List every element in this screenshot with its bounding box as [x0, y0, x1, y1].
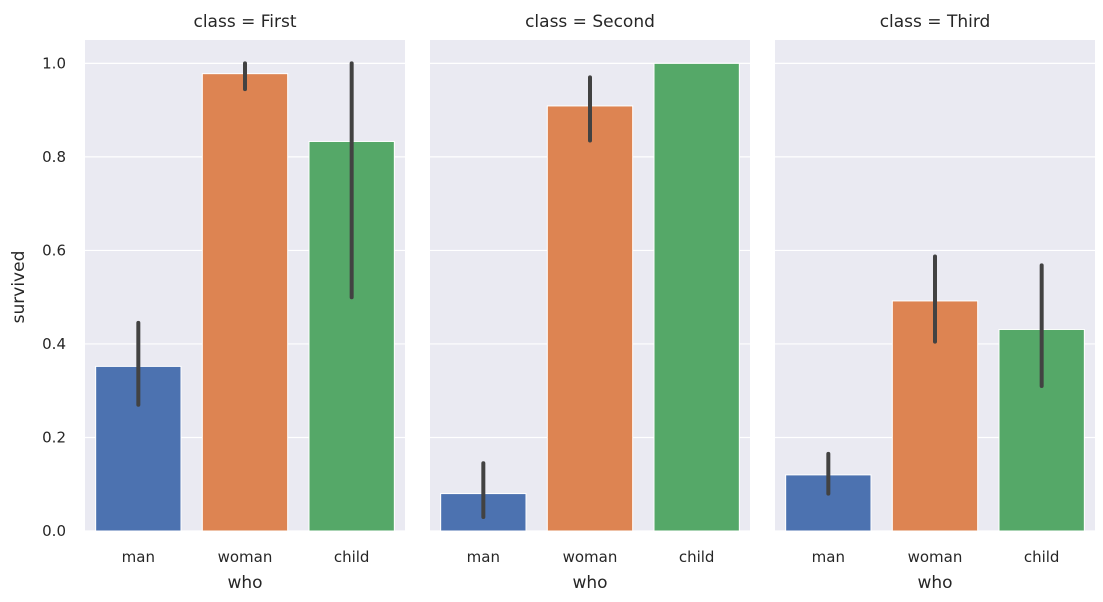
y-tick-label: 0.0 [42, 522, 66, 540]
x-tick-label: woman [218, 548, 273, 566]
x-axis-title: who [227, 573, 262, 593]
x-tick-label: man [467, 548, 500, 566]
bar-child [653, 62, 740, 532]
facet-panel-3: class = Third man woman child who [775, 12, 1095, 593]
x-axis-title: who [572, 573, 607, 593]
y-tick-label: 1.0 [42, 54, 66, 72]
x-tick-label: child [1024, 548, 1060, 566]
y-tick-label: 0.4 [42, 335, 66, 353]
facet-panel-2: class = Second man woman child who [430, 12, 750, 593]
facet-panel-1: class = First man woman child who [85, 12, 405, 593]
x-tick-label: woman [563, 548, 618, 566]
x-tick-label: woman [908, 548, 963, 566]
x-tick-label: child [334, 548, 370, 566]
x-tick-label: man [122, 548, 155, 566]
y-tick-label: 0.6 [42, 241, 66, 259]
y-tick-label: 0.8 [42, 148, 66, 166]
panel-title: class = Second [525, 12, 655, 32]
x-axis-title: who [917, 573, 952, 593]
x-tick-label: child [679, 548, 715, 566]
panel-title: class = Third [880, 12, 991, 32]
y-axis-title: survived [9, 251, 29, 324]
panel-title: class = First [193, 12, 296, 32]
y-tick-label: 0.2 [42, 428, 66, 446]
x-tick-label: man [812, 548, 845, 566]
bar-woman [546, 105, 634, 532]
bar-woman [201, 73, 289, 532]
